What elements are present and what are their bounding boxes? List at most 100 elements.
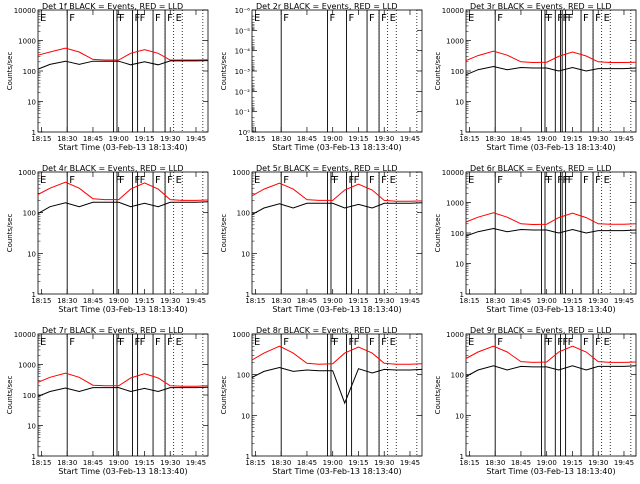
event-marker-label: F xyxy=(140,175,146,186)
x-tick-label: 19:30 xyxy=(160,297,180,305)
event-marker-label: F xyxy=(69,337,75,348)
series-lld-line xyxy=(37,47,209,61)
event-marker-label: F xyxy=(497,337,503,348)
event-marker-label: F xyxy=(333,337,339,348)
x-tick-label: 19:30 xyxy=(588,459,608,467)
y-tick-label: 1000 xyxy=(18,38,36,46)
y-tick-label: 1 xyxy=(32,453,36,461)
event-marker-label: F xyxy=(283,175,289,186)
event-marker-label: F xyxy=(69,175,75,186)
series-events-line xyxy=(465,227,637,237)
start-marker-label: E xyxy=(254,13,260,24)
x-tick-label: 19:45 xyxy=(614,297,634,305)
y-tick-label: 10⁻³ xyxy=(235,68,251,76)
y-tick-label: 10⁻¹ xyxy=(235,109,251,117)
chart-panel-1: Det 1f BLACK = Events, RED = LLD 1 10 100 10… xyxy=(6,2,209,152)
y-tick-label: 1000 xyxy=(446,38,464,46)
event-marker-label: F xyxy=(369,175,375,186)
y-tick-label: 1 xyxy=(246,291,250,299)
event-marker-label: F xyxy=(497,175,503,186)
y-axis-label: Counts/sec xyxy=(220,214,228,253)
event-marker-label: F xyxy=(547,13,553,24)
event-marker-label: F xyxy=(119,13,125,24)
y-axis-label: Counts/sec xyxy=(434,376,442,415)
y-tick-label: 1000 xyxy=(446,200,464,208)
y-tick-label: 100 xyxy=(23,210,36,218)
event-marker-label: F xyxy=(381,337,387,348)
x-tick-label: 19:30 xyxy=(588,297,608,305)
plot-frame xyxy=(465,333,637,457)
series-events-line xyxy=(465,65,637,76)
end-marker-label: E xyxy=(390,13,396,24)
chart-title: Det 1f BLACK = Events, RED = LLD xyxy=(42,2,183,11)
event-marker-label: F xyxy=(369,337,375,348)
series-lld-line xyxy=(37,372,209,387)
event-marker-label: F xyxy=(140,13,146,24)
y-tick-label: 10⁻² xyxy=(235,88,251,96)
y-tick-label: 100 xyxy=(451,372,464,380)
chart-panel-6: Det 6r BLACK = Events, RED = LLD 1 10 100 10… xyxy=(434,164,637,314)
series-lld-line xyxy=(37,181,209,201)
y-tick-label: 10 xyxy=(27,99,36,107)
x-tick-label: 18:45 xyxy=(511,459,531,467)
y-tick-label: 1000 xyxy=(232,169,250,177)
chart-title: Det 3r BLACK = Events, RED = LLD xyxy=(470,2,612,11)
start-marker-label: E xyxy=(254,175,260,186)
event-marker-label: F xyxy=(330,175,336,186)
x-tick-label: 19:00 xyxy=(537,135,557,143)
y-tick-label: 1 xyxy=(32,129,36,137)
x-tick-label: 18:15 xyxy=(31,297,51,305)
event-marker-label: F xyxy=(583,337,589,348)
y-tick-label: 100 xyxy=(23,392,36,400)
event-marker-label: F xyxy=(544,13,550,24)
x-tick-label: 18:45 xyxy=(297,459,317,467)
event-marker-label: F xyxy=(155,337,161,348)
chart-panel-9: Det 9r BLACK = Events, RED = LLD 1 10 100 10… xyxy=(434,326,637,476)
y-tick-label: 10 xyxy=(241,412,250,420)
y-tick-label: 100 xyxy=(23,68,36,76)
x-tick-label: 19:15 xyxy=(134,297,154,305)
chart-panel-7: Det 7r BLACK = Events, RED = LLD 1 10 100 10… xyxy=(6,326,209,476)
event-marker-label: F xyxy=(595,337,601,348)
event-marker-label: F xyxy=(119,337,125,348)
event-marker-label: F xyxy=(381,175,387,186)
event-marker-label: F xyxy=(381,13,387,24)
x-tick-label: 19:30 xyxy=(374,297,394,305)
chart-title: Det 4r BLACK = Events, RED = LLD xyxy=(42,164,184,173)
x-tick-label: 18:45 xyxy=(511,135,531,143)
series-lld-line xyxy=(251,182,423,202)
start-marker-label: E xyxy=(468,175,474,186)
x-axis-label: Start Time (03-Feb-13 18:13:40) xyxy=(272,467,401,476)
y-tick-label: 10 xyxy=(27,250,36,258)
x-tick-label: 18:45 xyxy=(297,297,317,305)
x-tick-label: 19:00 xyxy=(537,459,557,467)
x-tick-label: 19:00 xyxy=(323,297,343,305)
x-tick-label: 18:45 xyxy=(83,459,103,467)
event-marker-label: F xyxy=(544,175,550,186)
x-tick-label: 19:00 xyxy=(109,297,129,305)
x-tick-label: 18:30 xyxy=(485,459,505,467)
x-tick-label: 18:15 xyxy=(31,459,51,467)
y-tick-label: 1000 xyxy=(446,331,464,339)
x-tick-label: 18:15 xyxy=(459,135,479,143)
x-axis-label: Start Time (03-Feb-13 18:13:40) xyxy=(272,305,401,314)
x-tick-label: 18:15 xyxy=(245,459,265,467)
chart-panel-3: Det 3r BLACK = Events, RED = LLD 1 10 100 10… xyxy=(434,2,637,152)
y-tick-label: 100 xyxy=(451,68,464,76)
chart-panel-5: Det 5r BLACK = Events, RED = LLD 1 10 100 10… xyxy=(220,164,423,314)
x-tick-label: 19:45 xyxy=(186,297,206,305)
x-tick-label: 19:45 xyxy=(614,459,634,467)
series-events-line xyxy=(37,386,209,397)
chart-title: Det 9r BLACK = Events, RED = LLD xyxy=(470,326,612,335)
y-axis-label: Counts/sec xyxy=(434,52,442,91)
chart-title: Det 8r BLACK = Events, RED = LLD xyxy=(256,326,398,335)
x-tick-label: 18:30 xyxy=(485,297,505,305)
x-axis-label: Start Time (03-Feb-13 18:13:40) xyxy=(58,143,187,152)
event-marker-label: F xyxy=(568,337,574,348)
x-tick-label: 19:15 xyxy=(348,135,368,143)
end-marker-label: E xyxy=(390,175,396,186)
event-marker-label: F xyxy=(283,337,289,348)
event-marker-label: F xyxy=(167,13,173,24)
